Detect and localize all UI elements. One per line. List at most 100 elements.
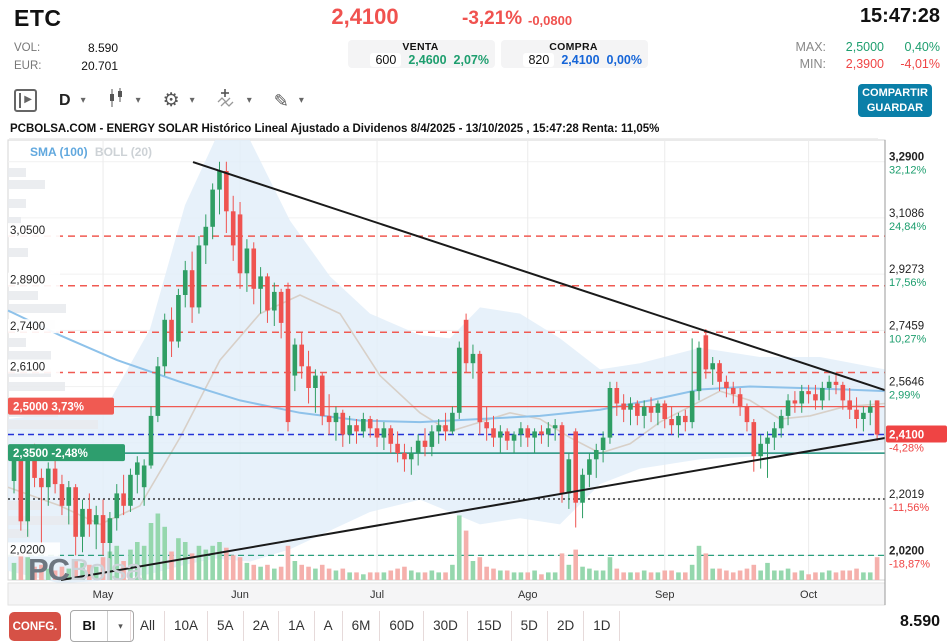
range-button-5d[interactable]: 5D bbox=[512, 611, 548, 641]
candlestick bbox=[785, 400, 791, 416]
candlestick bbox=[278, 291, 284, 323]
chevron-down-icon[interactable]: ▾ bbox=[298, 95, 304, 106]
volume-bar bbox=[32, 566, 37, 580]
interval-select[interactable]: BI ▾ bbox=[70, 610, 134, 642]
panel-toggle-icon[interactable]: ▶ bbox=[14, 89, 37, 112]
vol-value: 8.590 bbox=[87, 41, 118, 55]
volume-bar bbox=[689, 564, 695, 580]
volume-profile-bar bbox=[8, 180, 45, 189]
volume-bar bbox=[566, 564, 572, 580]
candlestick bbox=[518, 428, 524, 435]
axis-label-bg bbox=[8, 223, 60, 238]
range-button-a[interactable]: A bbox=[315, 611, 343, 641]
volume-bar bbox=[18, 553, 24, 580]
candlestick bbox=[648, 406, 654, 413]
share-save-button[interactable]: COMPARTIR GUARDAR bbox=[858, 84, 932, 117]
eur-value: 20.701 bbox=[81, 59, 118, 73]
candlestick bbox=[689, 391, 695, 423]
settings-gear-icon[interactable]: ⚙ bbox=[162, 90, 180, 111]
min-price: 2,3900 bbox=[845, 57, 884, 71]
volume-bar bbox=[347, 572, 352, 580]
candlestick bbox=[169, 319, 174, 342]
volume-bar bbox=[217, 542, 222, 580]
volume-bar bbox=[354, 572, 359, 580]
volume-bar bbox=[128, 549, 133, 580]
chevron-down-icon[interactable]: ▾ bbox=[189, 95, 195, 106]
candlestick bbox=[758, 443, 763, 457]
chart-area[interactable]: May Jun Jul Ago Sep Oct 3,0500 2,8900 2,7400 2,61… bbox=[0, 120, 949, 607]
volume-profile-bar bbox=[8, 516, 88, 525]
range-button-15d[interactable]: 15D bbox=[468, 611, 512, 641]
range-button-10a[interactable]: 10A bbox=[165, 611, 209, 641]
candlestick bbox=[395, 443, 400, 454]
candlestick bbox=[39, 477, 44, 488]
timeframe-button[interactable]: D bbox=[59, 91, 71, 109]
chevron-down-icon[interactable]: ▾ bbox=[135, 95, 141, 106]
range-button-30d[interactable]: 30D bbox=[424, 611, 468, 641]
chevron-down-icon[interactable]: ▾ bbox=[80, 95, 86, 106]
volume-bar bbox=[395, 568, 400, 580]
volume-profile-bar bbox=[8, 248, 28, 257]
trendline bbox=[192, 161, 886, 392]
candlestick bbox=[806, 391, 811, 395]
config-button[interactable]: CONFG. bbox=[9, 612, 61, 641]
candlestick bbox=[504, 431, 510, 441]
volume-bar bbox=[436, 572, 441, 580]
compra-price[interactable]: 2,4100 bbox=[561, 53, 600, 67]
sma-legend-label[interactable]: SMA (100) bbox=[30, 145, 88, 159]
boll-legend-label[interactable]: BOLL (20) bbox=[94, 145, 153, 159]
range-button-1a[interactable]: 1A bbox=[279, 611, 315, 641]
chevron-down-icon[interactable]: ▾ bbox=[107, 611, 133, 641]
bollinger-band bbox=[8, 140, 885, 584]
candlestick bbox=[847, 400, 852, 410]
range-button-all[interactable]: All bbox=[130, 611, 166, 641]
candlestick bbox=[196, 245, 202, 308]
volume-bar bbox=[676, 572, 681, 580]
candlestick bbox=[333, 412, 339, 423]
candlestick bbox=[696, 347, 702, 392]
candlestick bbox=[470, 353, 476, 364]
candlestick bbox=[244, 248, 250, 274]
candlestick bbox=[669, 419, 674, 426]
range-button-2d[interactable]: 2D bbox=[548, 611, 585, 641]
add-indicator-icon[interactable] bbox=[217, 88, 237, 113]
range-button-6m[interactable]: 6M bbox=[343, 611, 381, 641]
candlestick bbox=[628, 403, 633, 410]
candlestick bbox=[285, 288, 291, 423]
volume-bar bbox=[539, 574, 544, 580]
price-chart-canvas[interactable]: May Jun Jul Ago Sep Oct 3,0500 2,8900 2,7400 2,61… bbox=[0, 120, 949, 607]
candlestick bbox=[724, 381, 729, 388]
x-axis-month-label: Ago bbox=[518, 589, 538, 601]
candlestick bbox=[635, 403, 640, 416]
footer-volume: 8.590 bbox=[899, 613, 940, 630]
volume-bar bbox=[600, 570, 606, 580]
candlestick bbox=[135, 462, 140, 475]
candlestick bbox=[292, 344, 298, 376]
draw-tools-pencil-icon[interactable]: ✎ bbox=[273, 90, 289, 111]
volume-bar bbox=[772, 570, 777, 580]
max-min-block: MAX: 2,5000 0,40% MIN: 2,3900 -4,01% bbox=[795, 39, 940, 73]
chevron-down-icon[interactable]: ▾ bbox=[246, 95, 252, 106]
volume-bar bbox=[785, 568, 791, 580]
candlestick bbox=[737, 394, 743, 407]
venta-price[interactable]: 2,4600 bbox=[408, 53, 447, 67]
volume-profile-bar bbox=[8, 529, 30, 538]
save-label: GUARDAR bbox=[866, 101, 924, 114]
candlestick bbox=[388, 428, 394, 444]
right-percent-label: -11,56% bbox=[889, 502, 929, 514]
volume-bar bbox=[361, 574, 366, 580]
volume-bar bbox=[141, 545, 147, 580]
candlestick bbox=[580, 474, 585, 503]
range-button-5a[interactable]: 5A bbox=[208, 611, 244, 641]
range-button-1d[interactable]: 1D bbox=[584, 611, 621, 641]
range-button-60d[interactable]: 60D bbox=[380, 611, 425, 641]
volume-bar bbox=[87, 564, 92, 580]
chart-type-icon[interactable] bbox=[108, 88, 126, 113]
candlestick bbox=[546, 428, 551, 435]
volume-profile-bar bbox=[8, 420, 98, 429]
candlestick bbox=[525, 428, 531, 438]
range-button-2a[interactable]: 2A bbox=[244, 611, 280, 641]
right-percent-label: 2,99% bbox=[889, 390, 920, 402]
candlestick bbox=[182, 270, 188, 295]
candlestick bbox=[319, 375, 325, 416]
